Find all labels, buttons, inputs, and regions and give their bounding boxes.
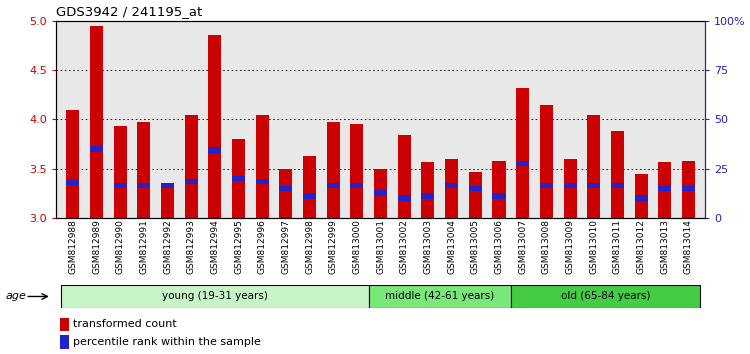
- Bar: [137, 183, 150, 188]
- Bar: [161, 183, 174, 188]
- Bar: [303, 193, 316, 199]
- Bar: [369, 285, 511, 308]
- Bar: [184, 179, 198, 184]
- Bar: [209, 147, 221, 153]
- Bar: [493, 161, 506, 218]
- Bar: [209, 35, 221, 218]
- Bar: [60, 335, 69, 349]
- Text: transformed count: transformed count: [74, 319, 177, 329]
- Bar: [469, 185, 482, 191]
- Bar: [540, 183, 553, 188]
- Text: old (65-84 years): old (65-84 years): [561, 291, 650, 302]
- Bar: [587, 115, 600, 218]
- Bar: [469, 172, 482, 218]
- Bar: [398, 135, 411, 218]
- Bar: [60, 318, 69, 331]
- Text: percentile rank within the sample: percentile rank within the sample: [74, 337, 261, 347]
- Bar: [374, 190, 387, 196]
- Bar: [232, 139, 245, 218]
- Bar: [327, 183, 340, 188]
- Bar: [634, 173, 647, 218]
- Bar: [611, 131, 624, 218]
- Bar: [114, 183, 127, 188]
- Bar: [114, 126, 127, 218]
- Bar: [256, 179, 268, 184]
- Bar: [516, 88, 530, 218]
- Bar: [493, 193, 506, 199]
- Bar: [516, 161, 530, 166]
- Bar: [658, 162, 671, 218]
- Bar: [398, 195, 411, 201]
- Bar: [161, 183, 174, 218]
- Bar: [66, 179, 80, 185]
- Bar: [66, 110, 80, 218]
- Bar: [446, 183, 458, 188]
- Bar: [563, 183, 577, 188]
- Bar: [682, 185, 695, 191]
- Bar: [327, 122, 340, 218]
- Bar: [511, 285, 700, 308]
- Text: young (19-31 years): young (19-31 years): [162, 291, 268, 302]
- Bar: [137, 122, 150, 218]
- Bar: [446, 159, 458, 218]
- Text: age: age: [6, 291, 27, 302]
- Bar: [350, 183, 364, 188]
- Bar: [61, 285, 369, 308]
- Bar: [587, 183, 600, 188]
- Bar: [303, 156, 316, 218]
- Bar: [280, 185, 292, 191]
- Bar: [374, 169, 387, 218]
- Bar: [634, 195, 647, 201]
- Bar: [90, 146, 103, 152]
- Bar: [184, 115, 198, 218]
- Bar: [658, 185, 671, 191]
- Text: middle (42-61 years): middle (42-61 years): [386, 291, 494, 302]
- Bar: [540, 105, 553, 218]
- Bar: [611, 183, 624, 188]
- Bar: [280, 169, 292, 218]
- Bar: [422, 162, 434, 218]
- Bar: [232, 176, 245, 181]
- Bar: [350, 124, 364, 218]
- Bar: [256, 115, 268, 218]
- Bar: [90, 26, 103, 218]
- Text: GDS3942 / 241195_at: GDS3942 / 241195_at: [56, 5, 202, 18]
- Bar: [422, 193, 434, 199]
- Bar: [682, 161, 695, 218]
- Bar: [563, 159, 577, 218]
